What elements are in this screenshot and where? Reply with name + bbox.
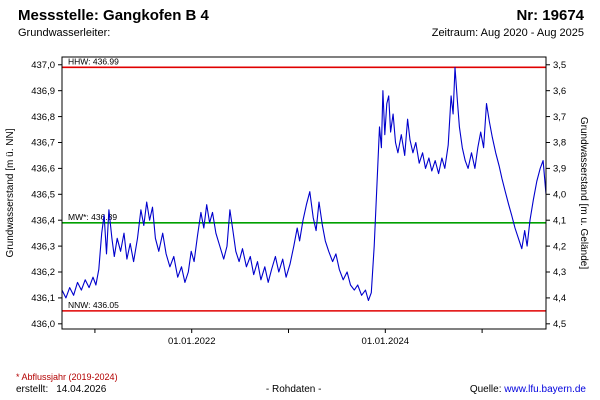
abflussjahr-note: * Abflussjahr (2019-2024): [16, 372, 118, 382]
left-y-tick-label: 436,7: [31, 138, 55, 149]
footer-source: Quelle: www.lfu.bayern.de: [470, 384, 586, 395]
left-y-tick-label: 436,1: [31, 293, 55, 304]
left-y-tick-label: 436,4: [31, 215, 55, 226]
groundwater-series-line: [61, 66, 547, 302]
right-y-tick-label: 3,5: [553, 60, 566, 71]
created-line: erstellt: 14.04.2026: [16, 384, 118, 395]
right-y-tick-label: 4,1: [553, 215, 566, 226]
created-date: 14.04.2026: [56, 384, 107, 395]
right-y-tick-label: 4,3: [553, 267, 566, 278]
subheader: Grundwasserleiter: Zeitraum: Aug 2020 - …: [0, 24, 600, 39]
hhw-reference-label: HHW: 436.99: [68, 56, 119, 66]
left-y-tick-label: 436,9: [31, 86, 55, 97]
period-label: Zeitraum: Aug 2020 - Aug 2025: [431, 27, 584, 39]
plot-border: [61, 56, 547, 330]
left-y-tick-label: 436,8: [31, 112, 55, 123]
right-y-tick-label: 3,8: [553, 138, 566, 149]
right-axis-title: Grundwasserstand [m u. Gelände]: [578, 117, 589, 270]
created-label: erstellt:: [16, 384, 49, 395]
left-y-tick-label: 436,2: [31, 267, 55, 278]
footer-left: * Abflussjahr (2019-2024) erstellt: 14.0…: [16, 372, 118, 395]
right-y-tick-label: 4,0: [553, 189, 566, 200]
footer: * Abflussjahr (2019-2024) erstellt: 14.0…: [0, 372, 600, 395]
x-tick-label: 01.01.2022: [168, 336, 216, 347]
mw-reference-label: MW*: 436.39: [68, 212, 117, 222]
aquifer-label: Grundwasserleiter:: [18, 27, 111, 39]
right-y-tick-label: 4,2: [553, 241, 566, 252]
left-y-tick-label: 436,5: [31, 189, 55, 200]
left-y-tick-label: 436,0: [31, 319, 55, 330]
source-link[interactable]: www.lfu.bayern.de: [504, 384, 586, 395]
nnw-reference-label: NNW: 436.05: [68, 300, 119, 310]
source-label: Quelle:: [469, 384, 502, 395]
rohdaten-label: - Rohdaten -: [265, 384, 322, 395]
right-y-tick-label: 4,4: [553, 293, 566, 304]
left-y-tick-label: 437,0: [31, 60, 55, 71]
right-y-tick-label: 3,6: [553, 86, 566, 97]
left-y-tick-label: 436,6: [31, 164, 55, 175]
right-y-tick-label: 3,9: [553, 164, 566, 175]
right-y-tick-label: 4,5: [553, 319, 566, 330]
page-title: Messstelle: Gangkofen B 4: [18, 7, 209, 24]
left-y-tick-label: 436,3: [31, 241, 55, 252]
left-axis-title: Grundwasserstand [m ü. NN]: [5, 128, 16, 257]
groundwater-level-chart: 437,0 3,5 436,9 3,6 436,8 3,7 436,7 3,8 436,6 3,9…: [5, 56, 589, 347]
x-tick-label: 01.01.2024: [362, 336, 410, 347]
header: Messstelle: Gangkofen B 4 Nr: 19674: [0, 0, 600, 24]
right-y-tick-label: 3,7: [553, 112, 566, 123]
station-number: Nr: 19674: [516, 7, 584, 24]
